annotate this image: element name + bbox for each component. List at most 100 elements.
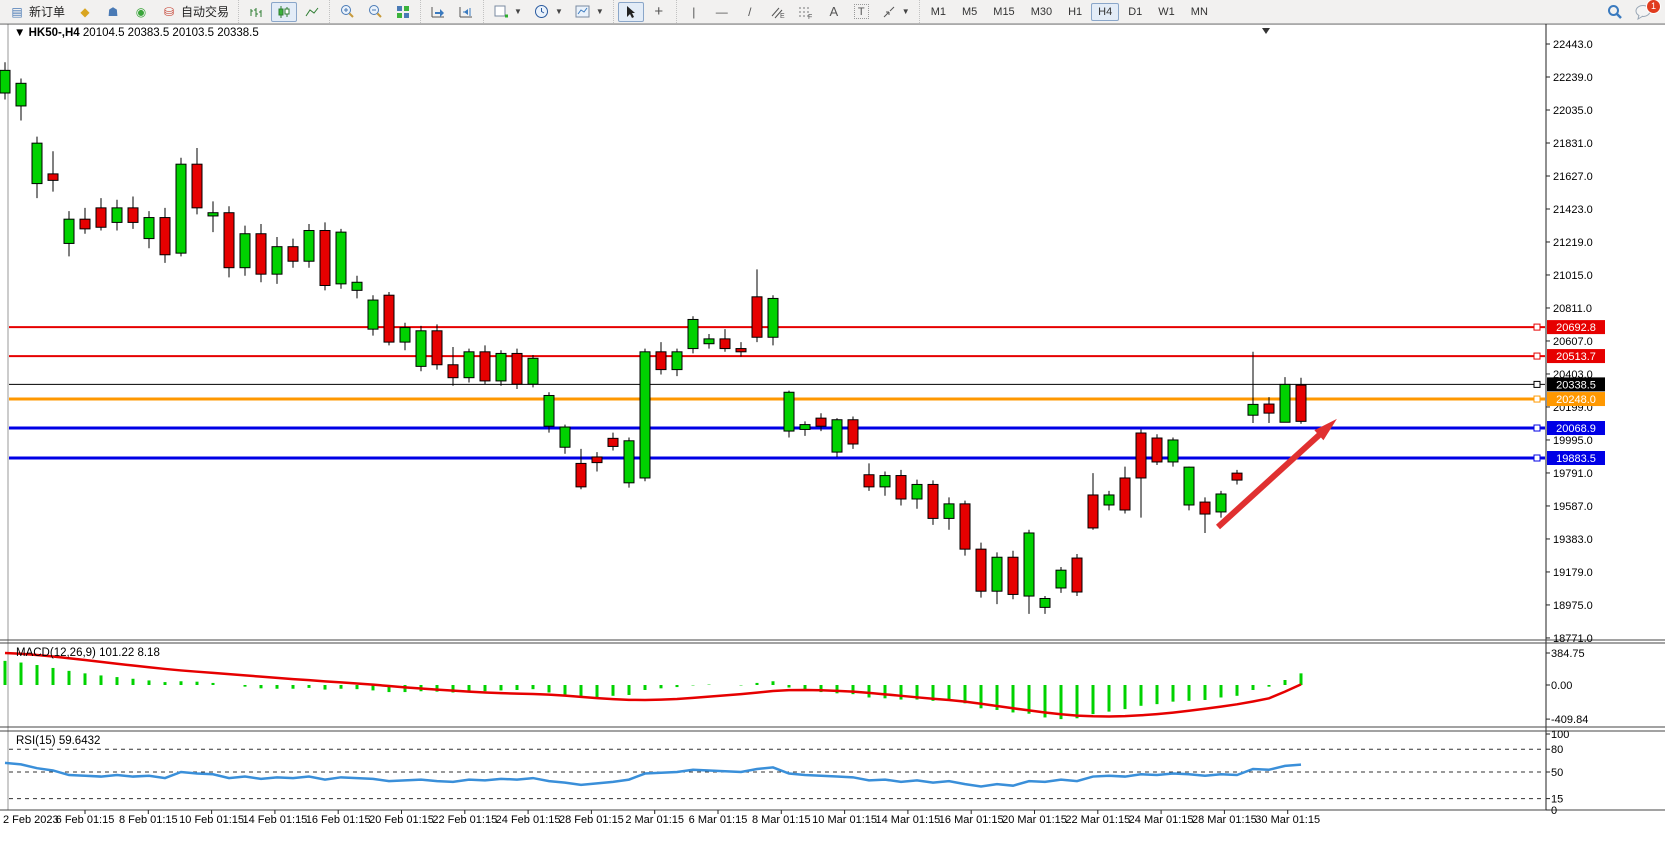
cursor-button[interactable] [617, 1, 644, 22]
hline-handle[interactable] [1533, 323, 1541, 331]
svg-text:20068.9: 20068.9 [1556, 423, 1596, 435]
new-order-button[interactable]: ▤ 新订单 [4, 1, 70, 22]
candle-body [319, 229, 331, 286]
macd-label: MACD(12,26,9) 101.22 8.18 [16, 647, 160, 659]
add-indicator-caret: ▼ [514, 7, 522, 16]
hline-handle[interactable] [1533, 380, 1541, 388]
candle [703, 334, 715, 349]
candle-body [383, 294, 395, 343]
label-tool-button[interactable]: T [849, 2, 874, 21]
candle-body [47, 173, 59, 181]
hline-tool-button[interactable]: — [709, 2, 735, 22]
timeframe-w1-button[interactable]: W1 [1158, 5, 1175, 18]
candle-body [927, 483, 939, 519]
timeframe-m15-button[interactable]: M15 [993, 5, 1015, 18]
deposit-button[interactable]: ◆ [72, 2, 98, 22]
timeframe-mn-button[interactable]: MN [1190, 5, 1208, 18]
channel-tool-button[interactable]: E [765, 2, 791, 22]
candle-body [639, 351, 651, 479]
hline-handle[interactable] [1533, 424, 1541, 432]
depth-of-market-button[interactable]: ☗ [100, 2, 126, 22]
date-label: 28 Mar 01:15 [1192, 814, 1257, 826]
candle [767, 295, 779, 346]
price-tick-label: 20607.0 [1553, 336, 1593, 348]
candlestick-icon [276, 4, 292, 20]
candle [831, 418, 843, 457]
candlestick-chart-button[interactable] [271, 1, 298, 22]
timeframe-m5-button[interactable]: M5 [962, 5, 978, 18]
timeframe-h4-button[interactable]: H4 [1091, 2, 1120, 21]
hline-price-badge: 19883.5 [1547, 450, 1605, 465]
main-toolbar: ▤ 新订单 ◆ ☗ ◉ ⛁ 自动交易 [0, 0, 1665, 24]
search-button[interactable] [1602, 2, 1628, 22]
candle-body [783, 391, 795, 432]
zoom-out-icon [367, 4, 383, 20]
candle-body [271, 246, 283, 275]
chart-shift-marker[interactable] [1262, 28, 1270, 34]
timeframe-d1-button[interactable]: D1 [1128, 5, 1143, 18]
hline-handle[interactable] [1533, 454, 1541, 462]
signals-button[interactable]: ◉ [128, 2, 154, 22]
price-tick-label: 19587.0 [1553, 501, 1593, 513]
candle [1215, 490, 1227, 518]
hline-handle[interactable] [1533, 395, 1541, 403]
date-label: 6 Feb 01:15 [56, 814, 115, 826]
candle-body [191, 163, 203, 209]
period-button[interactable]: ▼ [529, 2, 568, 22]
date-label: 6 Mar 01:15 [689, 814, 748, 826]
template-button[interactable]: ▼ [570, 2, 609, 22]
indicator-group: ▼ ▼ ▼ [483, 0, 613, 23]
zoom-in-button[interactable] [334, 2, 360, 22]
notifications-button[interactable]: 1 [1630, 0, 1661, 22]
candle [1151, 434, 1163, 466]
chart-shift-button[interactable] [453, 2, 479, 22]
candle-body [335, 231, 347, 285]
cursor-arrow-icon [623, 4, 639, 20]
auto-trading-button[interactable]: ⛁ 自动交易 [156, 1, 234, 22]
timeframe-h1-button[interactable]: H1 [1068, 5, 1083, 18]
candle-body [559, 426, 571, 448]
date-label: 10 Feb 01:15 [179, 814, 244, 826]
add-indicator-button[interactable]: ▼ [488, 2, 527, 22]
candle-body [1279, 383, 1291, 423]
zoom-out-button[interactable] [362, 2, 388, 22]
candle-body [255, 233, 267, 275]
timeframe-m30-button[interactable]: M30 [1030, 5, 1053, 18]
trend-arrow-line[interactable] [1215, 424, 1331, 530]
shapes-tool-button[interactable]: ▼ [876, 2, 915, 22]
candle [863, 463, 875, 491]
candle [143, 211, 155, 249]
candle [1087, 473, 1099, 530]
candle [303, 224, 315, 268]
candle [1039, 596, 1051, 614]
vline-tool-button[interactable]: | [681, 2, 707, 22]
candle-body [479, 351, 491, 382]
candle-body [447, 364, 459, 379]
crosshair-button[interactable]: + [646, 2, 672, 22]
line-chart-button[interactable] [299, 2, 325, 22]
trend-arrow-head[interactable] [1314, 418, 1337, 441]
candle [783, 390, 795, 438]
timeframe-m1-button[interactable]: M1 [930, 5, 946, 18]
auto-scroll-button[interactable] [425, 2, 451, 22]
price-tick-label: 21015.0 [1553, 270, 1593, 282]
candle-body [575, 462, 587, 488]
bar-chart-button[interactable] [243, 2, 269, 22]
candle-body [111, 207, 123, 223]
text-tool-button[interactable]: A [821, 2, 847, 22]
candle [879, 471, 891, 496]
candle [415, 325, 427, 372]
svg-text:E: E [780, 13, 785, 19]
shapes-caret: ▼ [901, 7, 910, 16]
svg-text:20248.0: 20248.0 [1556, 394, 1596, 406]
candle [95, 198, 107, 231]
tile-windows-button[interactable] [390, 2, 416, 22]
hline-handle[interactable] [1533, 352, 1541, 360]
fibonacci-tool-button[interactable]: F [793, 2, 819, 22]
candle [431, 324, 443, 370]
trendline-tool-button[interactable]: / [737, 2, 763, 22]
svg-text:20513.7: 20513.7 [1556, 351, 1596, 363]
date-label: 30 Mar 01:15 [1255, 814, 1320, 826]
svg-text:20692.8: 20692.8 [1556, 322, 1596, 334]
tile-windows-icon [395, 4, 411, 20]
